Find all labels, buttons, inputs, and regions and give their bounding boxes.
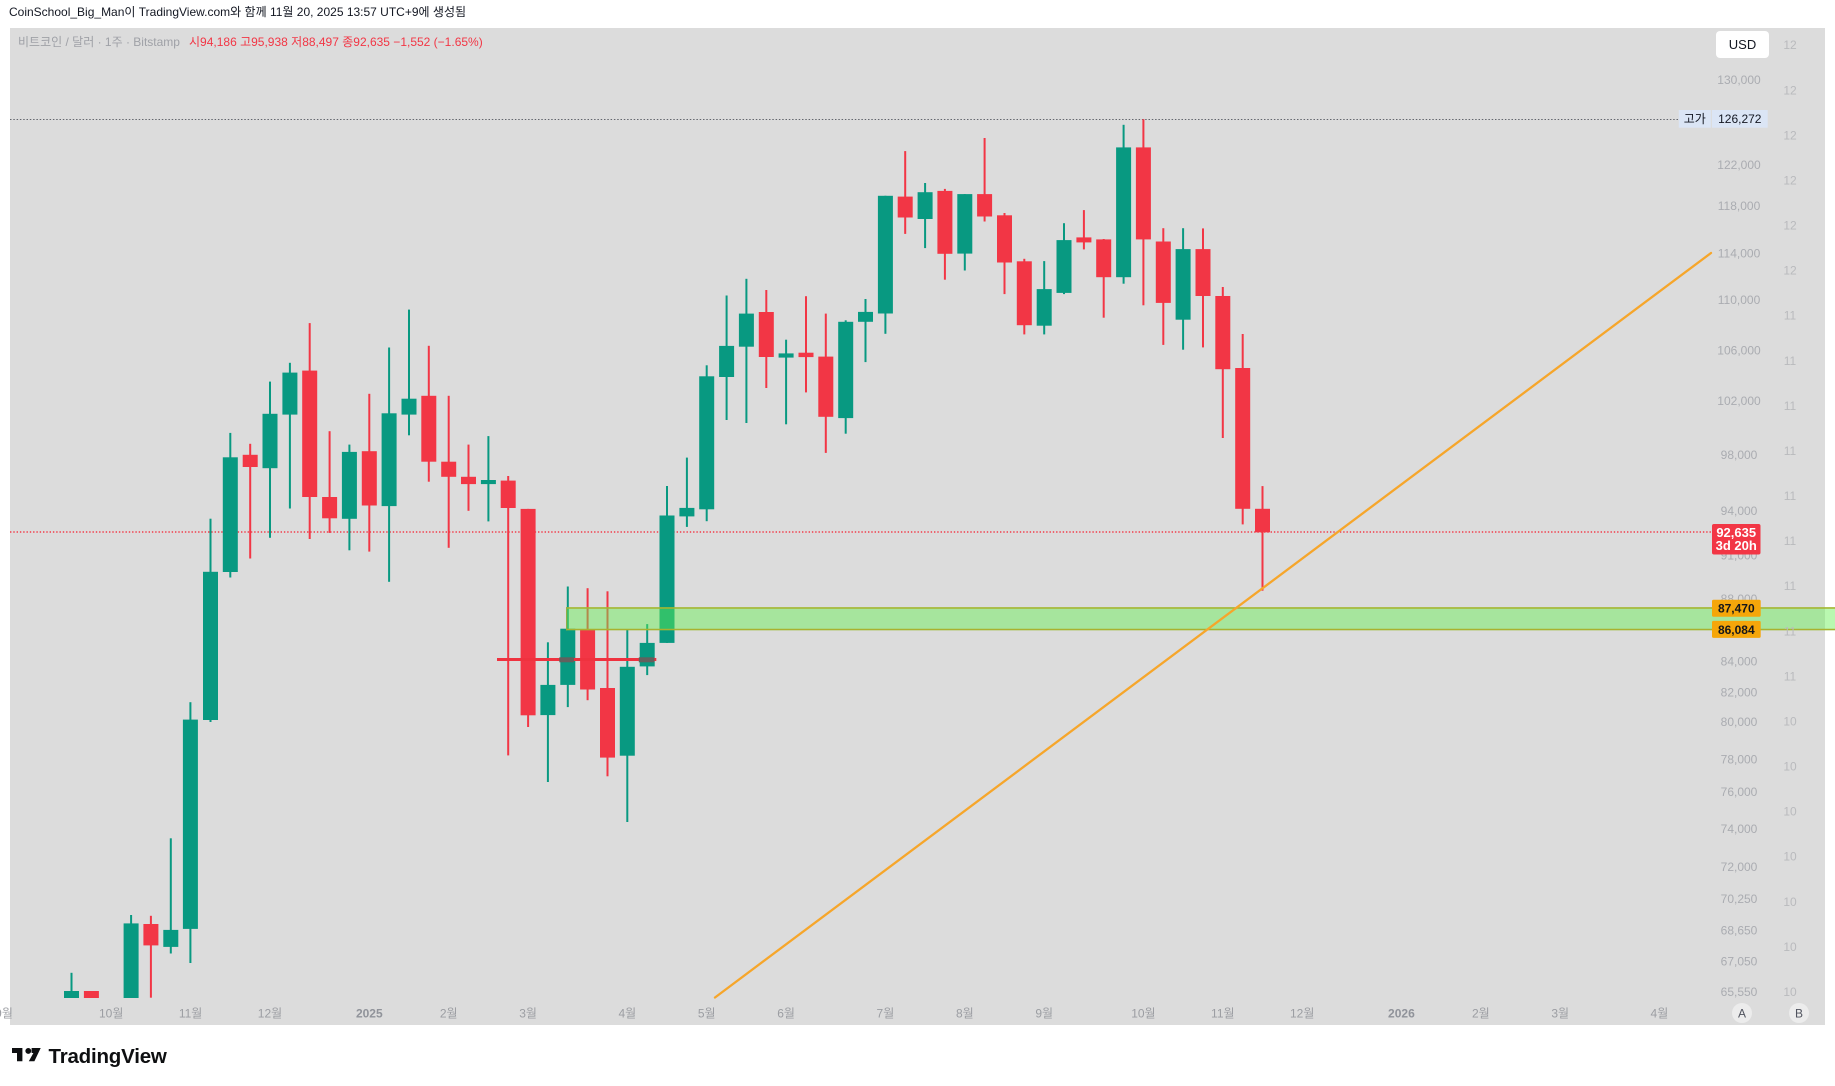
svg-text:2025: 2025 bbox=[356, 1007, 383, 1021]
svg-text:70,250: 70,250 bbox=[1721, 892, 1758, 906]
svg-text:11: 11 bbox=[1784, 399, 1797, 413]
svg-text:84,000: 84,000 bbox=[1721, 655, 1758, 669]
svg-text:8월: 8월 bbox=[956, 1007, 974, 1021]
svg-text:126,272: 126,272 bbox=[1718, 112, 1762, 126]
svg-text:10: 10 bbox=[1783, 715, 1797, 729]
svg-text:11: 11 bbox=[1784, 354, 1797, 368]
svg-text:78,000: 78,000 bbox=[1721, 753, 1758, 767]
svg-text:10월: 10월 bbox=[1131, 1007, 1155, 1021]
svg-text:11월: 11월 bbox=[1211, 1007, 1235, 1021]
svg-text:CoinSchool_Big_Man이 TradingVie: CoinSchool_Big_Man이 TradingView.com와 함께 … bbox=[9, 5, 466, 19]
svg-text:12: 12 bbox=[1783, 128, 1797, 142]
svg-text:2월: 2월 bbox=[1472, 1007, 1490, 1021]
svg-text:10: 10 bbox=[1783, 850, 1797, 864]
svg-text:12: 12 bbox=[1783, 264, 1797, 278]
svg-text:9월: 9월 bbox=[0, 1007, 13, 1021]
svg-text:11: 11 bbox=[1784, 489, 1797, 503]
svg-text:92,635: 92,635 bbox=[1716, 525, 1756, 540]
svg-text:11: 11 bbox=[1784, 624, 1797, 638]
svg-text:9월: 9월 bbox=[1035, 1007, 1053, 1021]
svg-text:114,000: 114,000 bbox=[1718, 247, 1761, 261]
svg-text:6월: 6월 bbox=[777, 1007, 795, 1021]
svg-text:98,000: 98,000 bbox=[1721, 448, 1758, 462]
svg-text:USD: USD bbox=[1729, 37, 1756, 52]
svg-text:TradingView: TradingView bbox=[49, 1045, 167, 1068]
svg-text:12: 12 bbox=[1783, 83, 1797, 97]
svg-text:110,000: 110,000 bbox=[1718, 293, 1761, 307]
svg-text:11: 11 bbox=[1784, 309, 1797, 323]
svg-text:106,000: 106,000 bbox=[1717, 344, 1761, 358]
svg-text:10월: 10월 bbox=[99, 1007, 123, 1021]
svg-text:102,000: 102,000 bbox=[1717, 394, 1761, 408]
svg-text:94,000: 94,000 bbox=[1721, 504, 1758, 518]
svg-text:80,000: 80,000 bbox=[1721, 715, 1758, 729]
svg-text:A: A bbox=[1738, 1006, 1746, 1020]
svg-text:86,084: 86,084 bbox=[1718, 623, 1755, 637]
svg-text:12월: 12월 bbox=[1290, 1007, 1314, 1021]
svg-text:2026: 2026 bbox=[1388, 1007, 1415, 1021]
svg-text:12: 12 bbox=[1783, 38, 1797, 52]
svg-text:12월: 12월 bbox=[258, 1007, 282, 1021]
svg-text:122,000: 122,000 bbox=[1717, 158, 1761, 172]
svg-text:65,550: 65,550 bbox=[1721, 985, 1758, 999]
svg-text:11: 11 bbox=[1784, 534, 1797, 548]
svg-text:12: 12 bbox=[1783, 174, 1797, 188]
svg-text:12: 12 bbox=[1783, 219, 1797, 233]
svg-text:10: 10 bbox=[1783, 805, 1797, 819]
svg-text:68,650: 68,650 bbox=[1721, 924, 1758, 938]
svg-text:3월: 3월 bbox=[1551, 1007, 1569, 1021]
svg-text:10: 10 bbox=[1783, 985, 1797, 999]
svg-text:3d 20h: 3d 20h bbox=[1716, 538, 1757, 553]
svg-text:B: B bbox=[1795, 1006, 1803, 1020]
svg-text:11월: 11월 bbox=[179, 1007, 203, 1021]
svg-text:10: 10 bbox=[1783, 940, 1797, 954]
svg-text:130,000: 130,000 bbox=[1717, 73, 1761, 87]
svg-text:2월: 2월 bbox=[440, 1007, 458, 1021]
svg-text:82,000: 82,000 bbox=[1721, 686, 1758, 700]
svg-text:4월: 4월 bbox=[1651, 1007, 1669, 1021]
svg-text:고가: 고가 bbox=[1684, 112, 1706, 126]
svg-text:10: 10 bbox=[1783, 760, 1797, 774]
svg-text:67,050: 67,050 bbox=[1721, 955, 1758, 969]
svg-text:7월: 7월 bbox=[877, 1007, 895, 1021]
svg-text:비트코인 / 달러 · 1주 · Bitstamp: 비트코인 / 달러 · 1주 · Bitstamp bbox=[18, 35, 180, 49]
svg-text:11: 11 bbox=[1784, 444, 1797, 458]
svg-text:시94,186 고95,938 저88,497 종92,63: 시94,186 고95,938 저88,497 종92,635 −1,552 (… bbox=[189, 35, 483, 49]
svg-text:74,000: 74,000 bbox=[1721, 822, 1758, 836]
svg-text:4월: 4월 bbox=[618, 1007, 636, 1021]
svg-text:10: 10 bbox=[1783, 895, 1797, 909]
svg-text:5월: 5월 bbox=[698, 1007, 716, 1021]
svg-text:87,470: 87,470 bbox=[1718, 602, 1755, 616]
svg-text:11: 11 bbox=[1784, 579, 1797, 593]
svg-text:72,000: 72,000 bbox=[1721, 860, 1758, 874]
svg-text:3월: 3월 bbox=[519, 1007, 537, 1021]
svg-text:76,000: 76,000 bbox=[1721, 785, 1758, 799]
svg-text:118,000: 118,000 bbox=[1718, 199, 1761, 213]
svg-text:11: 11 bbox=[1784, 669, 1797, 683]
